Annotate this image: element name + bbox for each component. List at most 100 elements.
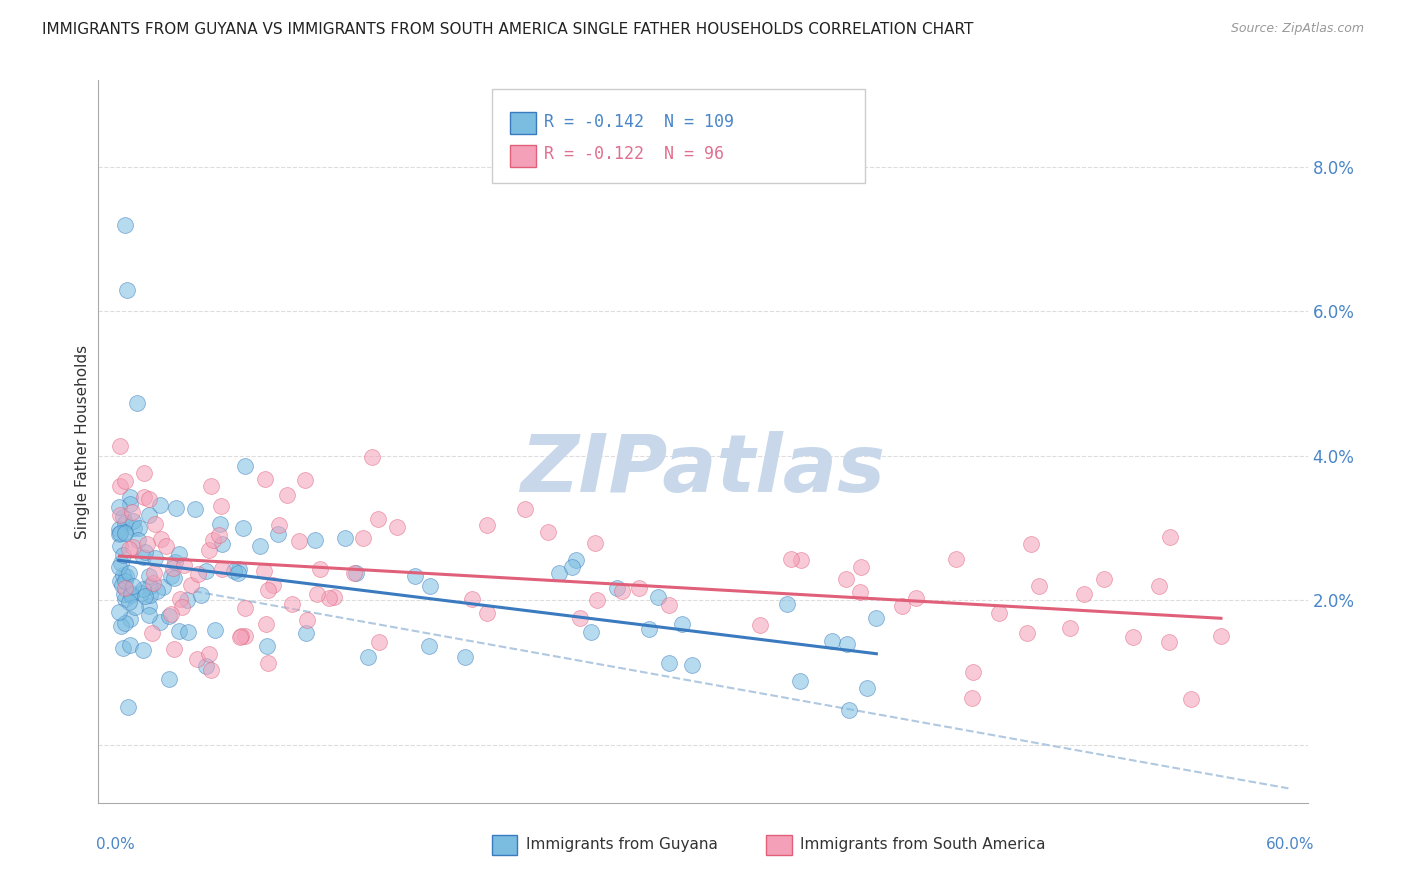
Point: [561, 560, 583, 574]
Point: [163, 555, 186, 569]
Point: [367, 512, 389, 526]
Point: [110, 556, 132, 570]
Point: [352, 531, 374, 545]
Point: [253, 472, 276, 486]
Point: [404, 569, 426, 583]
Point: [565, 552, 588, 566]
Point: [187, 566, 209, 581]
Point: [111, 568, 134, 582]
Point: [256, 582, 278, 597]
Point: [209, 516, 232, 531]
Point: [838, 703, 860, 717]
Point: [962, 665, 984, 679]
Point: [120, 588, 142, 602]
Point: [211, 537, 233, 551]
Point: [121, 579, 143, 593]
Point: [568, 611, 591, 625]
Point: [190, 588, 212, 602]
Point: [748, 617, 770, 632]
Point: [276, 488, 298, 502]
Point: [849, 559, 872, 574]
Point: [233, 601, 256, 615]
Point: [233, 459, 256, 474]
Point: [475, 518, 498, 533]
Point: [112, 587, 135, 601]
Point: [108, 527, 131, 541]
Point: [127, 533, 149, 547]
Point: [453, 650, 475, 665]
Point: [169, 624, 191, 638]
Point: [361, 450, 384, 464]
Point: [114, 574, 136, 588]
Point: [1019, 537, 1042, 551]
Point: [115, 283, 138, 297]
Point: [160, 607, 183, 622]
Point: [475, 606, 498, 620]
Point: [1159, 530, 1181, 544]
Point: [779, 551, 801, 566]
Point: [169, 592, 191, 607]
Point: [142, 566, 165, 580]
Point: [142, 576, 165, 591]
Point: [162, 571, 184, 585]
Point: [149, 532, 172, 546]
Point: [114, 592, 136, 607]
Point: [117, 700, 139, 714]
Point: [159, 569, 181, 583]
Point: [323, 590, 346, 604]
Point: [149, 498, 172, 512]
Point: [111, 578, 134, 592]
Point: [152, 580, 174, 594]
Point: [610, 584, 633, 599]
Point: [856, 681, 879, 696]
Point: [536, 524, 558, 539]
Point: [114, 525, 136, 540]
Point: [233, 629, 256, 643]
Point: [180, 578, 202, 592]
Point: [262, 577, 284, 591]
Text: R = -0.142  N = 109: R = -0.142 N = 109: [544, 113, 734, 131]
Point: [114, 615, 136, 630]
Point: [120, 490, 142, 504]
Point: [671, 616, 693, 631]
Point: [776, 597, 799, 611]
Point: [1073, 587, 1095, 601]
Point: [184, 501, 207, 516]
Text: Immigrants from South America: Immigrants from South America: [800, 837, 1046, 852]
Point: [419, 579, 441, 593]
Point: [1017, 626, 1039, 640]
Point: [117, 566, 139, 580]
Point: [162, 561, 184, 575]
Point: [294, 473, 316, 487]
Point: [945, 551, 967, 566]
Text: Source: ZipAtlas.com: Source: ZipAtlas.com: [1230, 22, 1364, 36]
Point: [143, 517, 166, 532]
Point: [226, 566, 249, 581]
Point: [112, 641, 135, 656]
Point: [134, 544, 156, 558]
Point: [318, 591, 340, 605]
Point: [606, 581, 628, 595]
Y-axis label: Single Father Households: Single Father Households: [75, 344, 90, 539]
Point: [138, 492, 160, 507]
Point: [176, 624, 198, 639]
Text: Immigrants from Guyana: Immigrants from Guyana: [526, 837, 717, 852]
Text: 60.0%: 60.0%: [1267, 838, 1315, 852]
Point: [1147, 579, 1170, 593]
Point: [134, 466, 156, 480]
Point: [115, 569, 138, 583]
Point: [108, 540, 131, 554]
Point: [387, 520, 409, 534]
Point: [138, 569, 160, 583]
Point: [149, 615, 172, 629]
Point: [305, 587, 328, 601]
Point: [124, 599, 146, 614]
Point: [418, 639, 440, 653]
Point: [110, 439, 132, 453]
Point: [344, 566, 367, 581]
Point: [1122, 630, 1144, 644]
Point: [228, 562, 250, 576]
Point: [114, 474, 136, 488]
Point: [222, 564, 245, 578]
Point: [294, 625, 316, 640]
